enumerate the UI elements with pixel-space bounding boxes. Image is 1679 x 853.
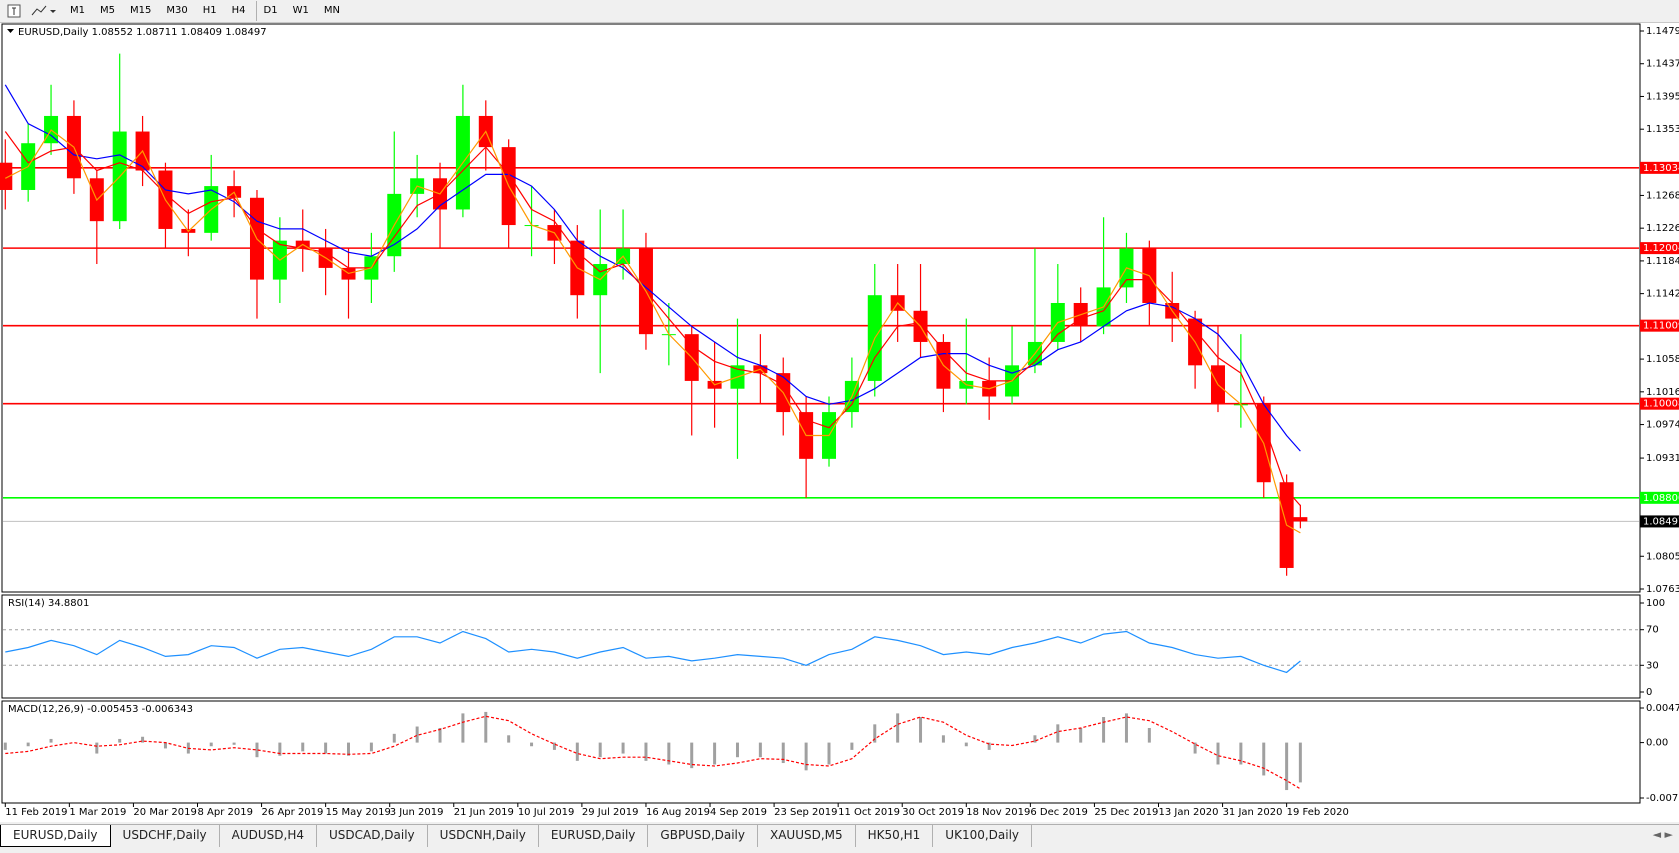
- x-tick-label: 1 Mar 2019: [69, 807, 126, 818]
- y-tick-label: 1.09310: [1646, 453, 1679, 464]
- x-tick-label: 18 Nov 2019: [966, 807, 1030, 818]
- x-tick-label: 26 Apr 2019: [262, 807, 324, 818]
- y-tick-label: 1.11420: [1646, 289, 1679, 300]
- chart-tab[interactable]: EURUSD,Daily: [539, 825, 649, 847]
- x-tick-label: 15 May 2019: [326, 807, 391, 818]
- level-label-box: [1640, 397, 1679, 410]
- chart-tabs: EURUSD,Daily USDCHF,Daily AUDUSD,H4 USDCAD,…: [0, 824, 1679, 847]
- candle-body: [0, 162, 13, 190]
- moving-average: [5, 129, 1301, 534]
- timeframe-button[interactable]: MN: [323, 5, 340, 16]
- panel-title: EURUSD,Daily 1.08552 1.08711 1.08409 1.0…: [18, 27, 267, 38]
- timeframe-button[interactable]: W1: [292, 5, 309, 16]
- x-tick-label: 8 Apr 2019: [197, 807, 252, 818]
- timeframe-button[interactable]: M15: [130, 5, 152, 16]
- x-tick-label: 25 Dec 2019: [1094, 807, 1158, 818]
- y-tick-label: 1.10580: [1646, 354, 1679, 365]
- x-tick-label: 31 Jan 2020: [1223, 807, 1283, 818]
- dropdown-arrow[interactable]: [50, 10, 56, 13]
- timeframe-button[interactable]: M1: [70, 5, 85, 16]
- x-tick-label: 3 Jun 2019: [390, 807, 444, 818]
- x-tick-label: 20 Mar 2019: [133, 807, 196, 818]
- level-label-box: [1640, 319, 1679, 332]
- timeframe-button[interactable]: D1: [255, 1, 285, 21]
- y-tick-label: 1.12680: [1646, 190, 1679, 201]
- y-tick-label: 1.12260: [1646, 223, 1679, 234]
- x-tick-label: 6 Dec 2019: [1030, 807, 1088, 818]
- chart-tab[interactable]: GBPUSD,Daily: [648, 825, 758, 847]
- panel-frame: [1, 700, 1641, 804]
- panel-frame: [1, 23, 1641, 593]
- y-tick-label: 1.14790: [1646, 26, 1679, 37]
- x-tick-label: 4 Sep 2019: [710, 807, 767, 818]
- rsi-line: [5, 630, 1301, 674]
- x-tick-label: 16 Aug 2019: [646, 807, 710, 818]
- chart-window: 1.14790 1.14370 1.13950 1.13530 1.12680 1.122…: [0, 23, 1679, 822]
- y-tick-label: 1.10160: [1646, 387, 1679, 398]
- chart-tab[interactable]: USDCHF,Daily: [111, 825, 220, 847]
- current-price-label: 1.08497: [1643, 516, 1679, 527]
- level-label: 1.08800: [1643, 493, 1679, 504]
- level-label-box: [1640, 161, 1679, 174]
- x-tick-label: 29 Jul 2019: [582, 807, 639, 818]
- objects-icon[interactable]: [31, 5, 47, 16]
- x-tick-label: 23 Sep 2019: [774, 807, 837, 818]
- panel-title: MACD(12,26,9) -0.005453 -0.006343: [8, 704, 193, 715]
- moving-average: [4, 131, 1301, 506]
- text-tool-glyph: [12, 7, 16, 15]
- timeframe-button[interactable]: H1: [202, 5, 217, 16]
- chart-tab[interactable]: USDCAD,Daily: [317, 825, 428, 847]
- chart-tab[interactable]: AUDUSD,H4: [220, 825, 318, 847]
- y-tick-label: 1.09740: [1646, 420, 1679, 431]
- y-tick-label: 0: [1646, 687, 1652, 698]
- y-tick-label: 1.08050: [1646, 551, 1679, 562]
- level-label: 1.13034: [1643, 163, 1679, 174]
- chart-tab[interactable]: UK100,Daily: [933, 825, 1033, 847]
- y-tick-label: 0.004738: [1646, 703, 1679, 714]
- x-tick-label: 21 Jun 2019: [454, 807, 514, 818]
- panel-title: RSI(14) 34.8801: [8, 598, 89, 609]
- candle-body: [1293, 517, 1308, 522]
- y-tick-label: 1.13950: [1646, 91, 1679, 102]
- moving-average: [4, 84, 1301, 452]
- y-tick-label: -0.007588: [1646, 793, 1679, 804]
- level-label-box: [1640, 242, 1679, 255]
- x-tick-label: 19 Feb 2020: [1287, 807, 1349, 818]
- panel-frame: [1, 594, 1641, 699]
- y-tick-label: 1.13530: [1646, 124, 1679, 135]
- x-tick-label: 10 Jul 2019: [518, 807, 575, 818]
- toolbar: M1 M5 M15 M30 H1 H4 D1 W1 MN: [0, 0, 1679, 23]
- y-tick-label: 1.11840: [1646, 256, 1679, 267]
- timeframe-button[interactable]: H4: [231, 5, 246, 16]
- level-label: 1.10008: [1643, 399, 1679, 410]
- y-tick-label: 1.07630: [1646, 584, 1679, 595]
- collapse-marker: [7, 29, 14, 33]
- x-tick-label: 11 Feb 2019: [5, 807, 67, 818]
- y-tick-label: 70: [1646, 625, 1659, 636]
- y-tick-label: 0.00: [1646, 738, 1668, 749]
- chart-tab[interactable]: USDCNH,Daily: [428, 825, 539, 847]
- level-label-box: [1640, 491, 1679, 504]
- x-tick-label: 11 Oct 2019: [838, 807, 900, 818]
- x-tick-label: 13 Jan 2020: [1158, 807, 1218, 818]
- level-label: 1.12004: [1643, 243, 1679, 254]
- toolbar-icons: [7, 4, 56, 18]
- chart-tab[interactable]: HK50,H1: [856, 825, 934, 847]
- chart-tab[interactable]: EURUSD,Daily: [0, 825, 111, 847]
- x-tick-label: 30 Oct 2019: [902, 807, 964, 818]
- timeframe-button[interactable]: M5: [100, 5, 115, 16]
- timeframe-button[interactable]: M30: [166, 5, 188, 16]
- current-price-box: [1640, 515, 1679, 528]
- y-tick-label: 1.14370: [1646, 59, 1679, 70]
- level-label: 1.11009: [1643, 321, 1679, 332]
- y-tick-label: 30: [1646, 660, 1659, 671]
- tab-scroll[interactable]: ◄ ►: [1652, 828, 1673, 841]
- chart-tab[interactable]: XAUUSD,M5: [758, 825, 856, 847]
- timeframe-bar: M1 M5 M15 M30 H1 H4 D1 W1 MN: [62, 1, 347, 21]
- y-tick-label: 100: [1646, 598, 1665, 609]
